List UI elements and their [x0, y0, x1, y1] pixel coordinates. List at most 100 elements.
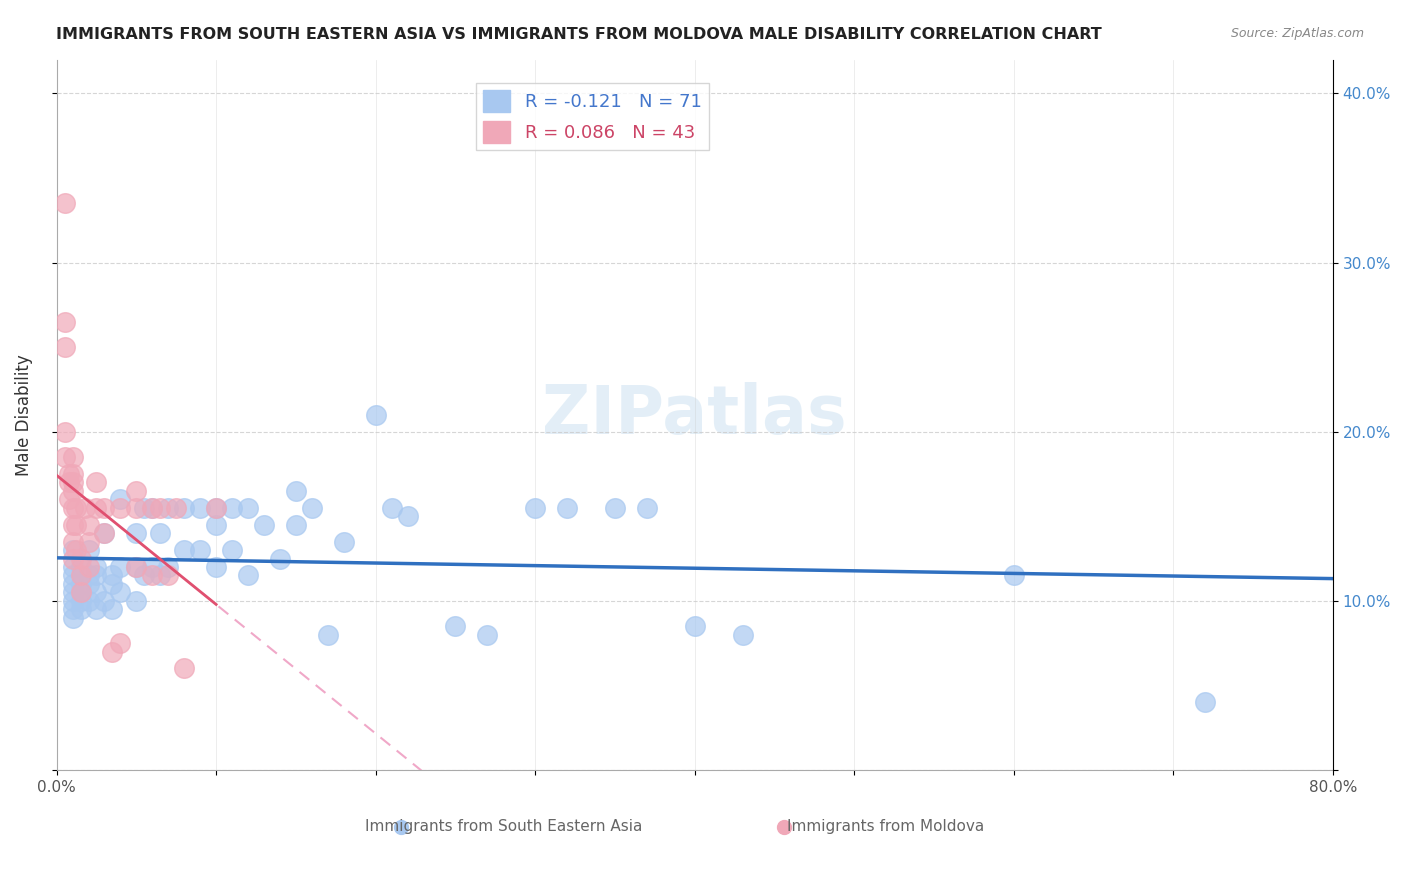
Point: [110, 492, 132, 507]
Point: [62, 560, 84, 574]
Point: [205, 500, 228, 515]
Text: Source: ZipAtlas.com: Source: ZipAtlas.com: [1230, 27, 1364, 40]
Point: [157, 500, 180, 515]
Point: [62, 500, 84, 515]
Point: [125, 500, 148, 515]
Point: [65, 543, 87, 558]
Point: [53, 425, 76, 439]
Point: [110, 636, 132, 650]
Point: [603, 500, 626, 515]
Point: [134, 500, 156, 515]
Point: [69, 585, 91, 599]
Point: [93, 594, 115, 608]
Point: [205, 500, 228, 515]
Point: [149, 526, 172, 541]
Point: [75, 500, 97, 515]
Text: Immigrants from Moldova: Immigrants from Moldova: [787, 819, 984, 834]
Point: [101, 568, 124, 582]
Point: [173, 500, 195, 515]
Point: [1002, 568, 1025, 582]
Point: [157, 568, 180, 582]
Point: [58, 467, 80, 481]
Point: [77, 594, 100, 608]
Point: [58, 492, 80, 507]
Point: [86, 475, 108, 490]
Point: [524, 500, 547, 515]
Point: [77, 577, 100, 591]
Y-axis label: Male Disability: Male Disability: [15, 354, 32, 475]
Point: [69, 551, 91, 566]
Point: [141, 500, 163, 515]
Point: [53, 315, 76, 329]
Point: [444, 619, 467, 633]
Point: [110, 560, 132, 574]
Point: [149, 500, 172, 515]
Point: [93, 500, 115, 515]
Point: [110, 585, 132, 599]
Point: [77, 517, 100, 532]
Point: [53, 450, 76, 464]
Point: [396, 509, 419, 524]
Point: [86, 568, 108, 582]
Point: [236, 500, 259, 515]
Point: [683, 619, 706, 633]
Point: [157, 560, 180, 574]
Point: [101, 602, 124, 616]
Point: [555, 500, 578, 515]
Point: [62, 594, 84, 608]
Point: [69, 602, 91, 616]
Point: [86, 602, 108, 616]
Point: [86, 585, 108, 599]
Point: [62, 450, 84, 464]
Point: [62, 534, 84, 549]
Point: [86, 500, 108, 515]
Legend: R = -0.121   N = 71, R = 0.086   N = 43: R = -0.121 N = 71, R = 0.086 N = 43: [477, 83, 709, 151]
Point: [77, 568, 100, 582]
Point: [636, 500, 658, 515]
Point: [101, 577, 124, 591]
Point: [93, 526, 115, 541]
Text: ZIPatlas: ZIPatlas: [543, 382, 846, 448]
Point: [188, 543, 211, 558]
Point: [69, 594, 91, 608]
Point: [62, 543, 84, 558]
Point: [53, 340, 76, 354]
Point: [221, 543, 243, 558]
Point: [125, 526, 148, 541]
Point: [269, 551, 291, 566]
Point: [141, 560, 163, 574]
Point: [301, 500, 323, 515]
Point: [173, 661, 195, 675]
Point: [205, 560, 228, 574]
Point: [77, 560, 100, 574]
Point: [62, 585, 84, 599]
Point: [1194, 695, 1216, 709]
Point: [236, 568, 259, 582]
Point: [86, 560, 108, 574]
Point: [77, 534, 100, 549]
Point: [381, 500, 404, 515]
Point: [221, 500, 243, 515]
Point: [69, 577, 91, 591]
Point: [125, 594, 148, 608]
Point: [58, 475, 80, 490]
Point: [62, 577, 84, 591]
Point: [125, 560, 148, 574]
Point: [62, 551, 84, 566]
Point: [141, 568, 163, 582]
Point: [165, 500, 187, 515]
Point: [77, 543, 100, 558]
Point: [62, 611, 84, 625]
Point: [364, 408, 387, 422]
Point: [253, 517, 276, 532]
Point: [69, 568, 91, 582]
Point: [62, 517, 84, 532]
Point: [173, 543, 195, 558]
Point: [125, 560, 148, 574]
Point: [149, 568, 172, 582]
Point: [284, 483, 307, 498]
Point: [316, 627, 339, 641]
Point: [141, 500, 163, 515]
Point: [284, 517, 307, 532]
Text: Immigrants from South Eastern Asia: Immigrants from South Eastern Asia: [364, 819, 643, 834]
